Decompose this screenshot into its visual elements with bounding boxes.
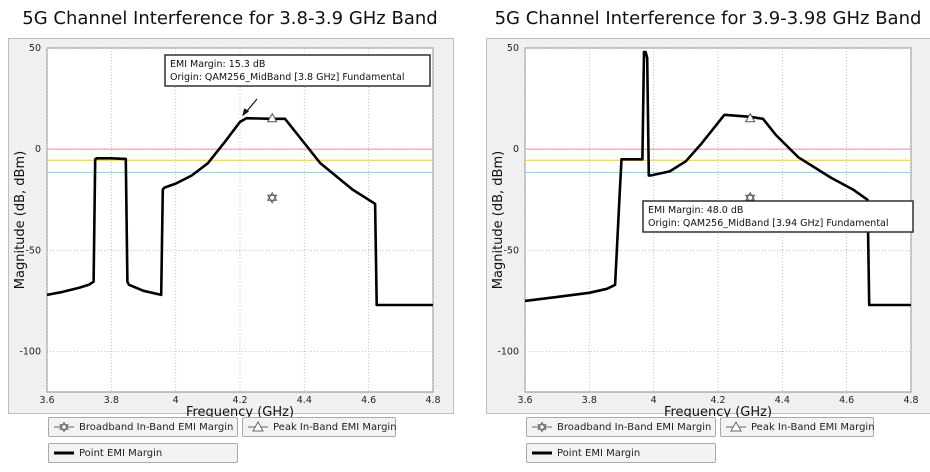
peak-in-band-marker — [744, 112, 756, 123]
x-tick-label: 4.8 — [425, 395, 440, 406]
y-tick-label: -100 — [19, 347, 41, 358]
point-emi-margin-line — [46, 116, 433, 307]
x-tick-label: 4.8 — [903, 395, 918, 406]
x-tick-label: 4.2 — [232, 395, 247, 406]
legend-label: Peak In-Band EMI Margin — [751, 421, 875, 433]
legend-label: Peak In-Band EMI Margin — [273, 421, 397, 433]
legend-item[interactable]: Point EMI Margin — [526, 443, 716, 463]
legend-item[interactable]: Peak In-Band EMI Margin — [720, 417, 875, 437]
chart-panel-left: 5G Channel Interference for 3.8-3.9 GHz … — [0, 0, 460, 472]
x-tick-label: 4.6 — [839, 395, 854, 406]
chart-panel-right: 5G Channel Interference for 3.9-3.98 GHz… — [478, 0, 930, 472]
y-tick-label: 50 — [29, 43, 41, 54]
x-tick-label: 4.2 — [710, 395, 725, 406]
annotation-text: EMI Margin: 15.3 dB — [170, 59, 265, 70]
legend-item[interactable]: Broadband In-Band EMI Margin — [526, 417, 716, 437]
triangle-line-icon — [726, 420, 746, 432]
x-tick-label: 3.8 — [104, 395, 119, 406]
annotation-text: Origin: QAM256_MidBand [3.8 GHz] Fundame… — [170, 72, 404, 83]
y-tick-label: 0 — [513, 144, 519, 155]
peak-in-band-marker — [266, 112, 278, 123]
y-tick-label: -50 — [25, 245, 41, 256]
annotation-text: EMI Margin: 48.0 dB — [648, 205, 743, 216]
legend-item[interactable]: Point EMI Margin — [48, 443, 238, 463]
y-tick-label: -50 — [503, 245, 519, 256]
x-tick-label: 3.8 — [582, 395, 597, 406]
y-tick-label: 50 — [507, 43, 519, 54]
legend-label: Broadband In-Band EMI Margin — [79, 421, 234, 433]
x-tick-label: 4.4 — [775, 395, 790, 406]
y-tick-label: -100 — [497, 347, 519, 358]
star-line-icon — [54, 421, 74, 433]
thick-line-icon — [532, 451, 552, 455]
legend-item[interactable]: Broadband In-Band EMI Margin — [48, 417, 238, 437]
x-tick-label: 3.6 — [517, 395, 532, 406]
annotation-text: Origin: QAM256_MidBand [3.94 GHz] Fundam… — [648, 218, 889, 229]
legend-label: Point EMI Margin — [557, 447, 641, 459]
y-axis-label: Magnitude (dB, dBm) — [13, 151, 28, 289]
chart-svg-left: 3.6 3.8 4 4.2 4.4 4.6 4.8 50 0 -50 -100 Frequency (… — [13, 43, 441, 420]
annotation-box — [642, 200, 914, 233]
legend-label: Point EMI Margin — [79, 447, 163, 459]
x-tick-label: 3.6 — [39, 395, 54, 406]
chart-title: 5G Channel Interference for 3.8-3.9 GHz … — [22, 8, 438, 29]
chart-svg-right: 3.6 3.8 4 4.2 4.4 4.6 4.8 50 0 -50 -100 Frequency (… — [491, 43, 919, 420]
annotation-box — [164, 54, 431, 87]
legend-item[interactable]: Peak In-Band EMI Margin — [242, 417, 397, 437]
x-axis-label: Frequency (GHz) — [664, 405, 772, 420]
y-tick-label: 0 — [35, 144, 41, 155]
x-tick-label: 4 — [173, 395, 179, 406]
chart-title: 5G Channel Interference for 3.9-3.98 GHz… — [494, 8, 922, 29]
x-tick-label: 4.4 — [297, 395, 312, 406]
point-emi-margin-line — [524, 50, 911, 307]
broadband-in-band-marker — [744, 191, 756, 204]
broadband-in-band-marker — [266, 191, 278, 204]
annotation-arrowhead — [242, 108, 250, 117]
star-line-icon — [532, 421, 552, 433]
legend-label: Broadband In-Band EMI Margin — [557, 421, 712, 433]
x-tick-label: 4 — [651, 395, 657, 406]
x-axis-label: Frequency (GHz) — [186, 405, 294, 420]
y-axis-label: Magnitude (dB, dBm) — [491, 151, 506, 289]
thick-line-icon — [54, 451, 74, 455]
triangle-line-icon — [248, 420, 268, 432]
x-tick-label: 4.6 — [361, 395, 376, 406]
